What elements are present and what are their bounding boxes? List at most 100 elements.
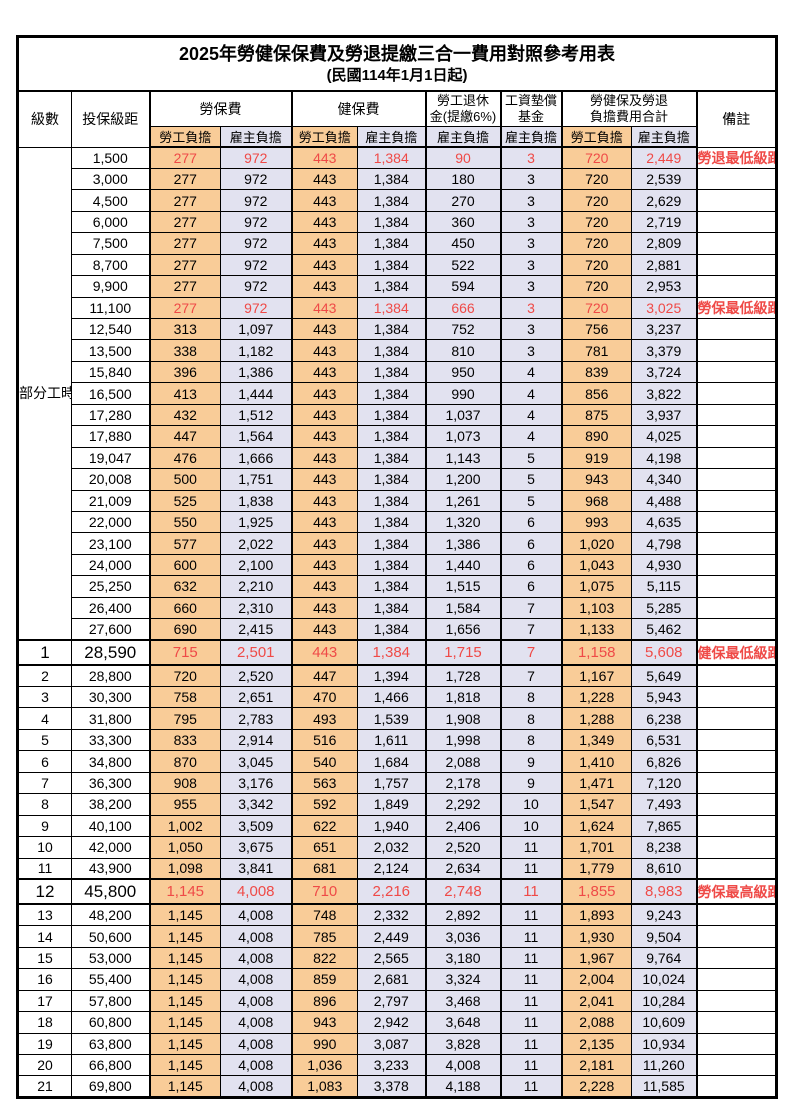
pension-employer-fee: 1,320 (424, 510, 501, 534)
total-employee-fee: 919 (560, 446, 632, 470)
health-employee-fee: 822 (290, 946, 358, 970)
table-row: 13,500 338 1,182 443 1,384 810 3 781 3,379 (18, 339, 778, 362)
pension-employer-fee: 1,261 (424, 489, 501, 512)
total-employee-fee: 1,624 (560, 814, 632, 838)
labor-employer-fee: 2,022 (220, 532, 292, 555)
page-subtitle: (民國114年1月1日起) (326, 67, 468, 84)
insured-salary-bracket: 30,300 (71, 685, 150, 709)
table-row: 9,900 277 972 443 1,384 594 3 720 2,953 (18, 275, 778, 298)
pension-employer-fee: 2,088 (424, 750, 501, 773)
health-employer-fee: 1,384 (357, 553, 426, 577)
table-row: 21,009 525 1,838 443 1,384 1,261 5 968 4,488 (18, 489, 778, 512)
wage-fund-fee: 4 (499, 360, 562, 384)
labor-employee-fee: 313 (148, 317, 221, 341)
table-row: 26,400 660 2,310 443 1,384 1,584 7 1,103 5,285 (18, 596, 778, 620)
health-employer-fee: 1,384 (357, 403, 426, 427)
total-employer-fee: 3,937 (631, 403, 697, 427)
labor-employee-fee: 1,145 (148, 968, 221, 991)
labor-employee-fee: 720 (148, 664, 221, 688)
health-employer-fee: 1,384 (357, 618, 426, 641)
col-header-health-insurance: 健保費 (290, 90, 426, 127)
pension-employer-fee: 4,188 (424, 1075, 501, 1098)
total-employee-fee: 839 (560, 360, 632, 384)
total-employer-fee: 10,024 (631, 968, 697, 991)
total-employer-fee: 3,822 (631, 382, 697, 405)
health-employer-fee: 2,216 (357, 878, 426, 905)
wage-fund-fee: 9 (499, 771, 562, 795)
labor-employer-fee: 4,008 (220, 925, 292, 948)
labor-employer-fee: 2,914 (220, 728, 292, 752)
insured-salary-bracket: 6,000 (71, 210, 150, 234)
health-employer-fee: 1,539 (357, 707, 426, 730)
wage-fund-fee: 3 (499, 232, 562, 255)
wage-fund-fee: 6 (499, 575, 562, 598)
health-employee-fee: 443 (290, 210, 358, 234)
subheader-total-employer: 雇主負擔 (631, 126, 697, 148)
table-row: 1 28,590 715 2,501 443 1,384 1,715 7 1,158 5,608 健… (17, 639, 778, 666)
wage-fund-fee: 5 (499, 489, 562, 512)
labor-employee-fee: 525 (148, 489, 221, 512)
table-row: 27,600 690 2,415 443 1,384 1,656 7 1,133 5,462 (18, 618, 778, 641)
labor-employee-fee: 1,145 (148, 1032, 221, 1056)
pension-employer-fee: 3,036 (424, 925, 501, 948)
total-employer-fee: 3,379 (631, 339, 697, 362)
pension-employer-fee: 1,073 (424, 425, 501, 448)
insured-salary-bracket: 38,200 (71, 793, 150, 816)
labor-employee-fee: 1,145 (148, 903, 221, 927)
labor-employer-fee: 3,509 (220, 814, 292, 838)
health-employer-fee: 1,394 (357, 664, 426, 688)
col-header-labor-insurance: 勞保費 (148, 90, 292, 127)
pension-employer-fee: 990 (424, 382, 501, 405)
page-title: 2025年勞健保保費及勞退提繳三合一費用對照參考用表 (179, 44, 616, 64)
remark (695, 814, 778, 838)
pension-employer-fee: 752 (424, 317, 501, 341)
pension-employer-fee: 1,656 (424, 618, 501, 641)
health-employer-fee: 3,378 (357, 1075, 426, 1098)
labor-employer-fee: 1,666 (220, 446, 292, 470)
total-employee-fee: 720 (560, 253, 632, 277)
remark (695, 317, 778, 341)
remark (695, 664, 778, 688)
labor-employee-fee: 1,145 (148, 878, 221, 905)
labor-employer-fee: 1,182 (220, 339, 292, 362)
health-employee-fee: 443 (290, 232, 358, 255)
fee-reference-sheet: 2025年勞健保保費及勞退提繳三合一費用對照參考用表 (民國114年1月1日起)… (16, 35, 779, 1099)
labor-employee-fee: 715 (148, 639, 221, 666)
wage-fund-fee: 7 (499, 664, 562, 688)
wage-fund-fee: 3 (499, 296, 562, 320)
pension-employer-fee: 810 (424, 339, 501, 362)
pension-employer-fee: 2,406 (424, 814, 501, 838)
total-employer-fee: 4,635 (631, 510, 697, 534)
total-employer-fee: 5,608 (631, 639, 697, 666)
total-employee-fee: 1,779 (560, 857, 632, 880)
health-employer-fee: 1,384 (357, 382, 426, 405)
total-employee-fee: 890 (560, 425, 632, 448)
labor-employer-fee: 972 (220, 189, 292, 212)
remark (695, 968, 778, 991)
insured-salary-bracket: 17,280 (71, 403, 150, 427)
remark (695, 618, 778, 641)
labor-employee-fee: 1,050 (148, 836, 221, 859)
total-employer-fee: 2,953 (631, 275, 697, 298)
pension-employer-fee: 666 (424, 296, 501, 320)
wage-fund-fee: 4 (499, 382, 562, 405)
subheader-labor-employee: 勞工負擔 (148, 126, 221, 148)
remark (695, 596, 778, 620)
pension-employer-fee: 1,200 (424, 468, 501, 491)
total-employee-fee: 720 (560, 210, 632, 234)
health-employer-fee: 1,384 (357, 575, 426, 598)
health-employee-fee: 443 (290, 575, 358, 598)
wage-fund-fee: 11 (499, 836, 562, 859)
pension-employer-fee: 450 (424, 232, 501, 255)
labor-employee-fee: 500 (148, 468, 221, 491)
labor-employee-fee: 277 (148, 296, 221, 320)
table-row: 6 34,800 870 3,045 540 1,684 2,088 9 1,410 6,826 (17, 750, 778, 773)
total-employee-fee: 720 (560, 296, 632, 320)
labor-employee-fee: 833 (148, 728, 221, 752)
insured-salary-bracket: 9,900 (71, 275, 150, 298)
header-sub-row: 勞工負擔 雇主負擔 勞工負擔 雇主負擔 雇主負擔 雇主負擔 勞工負擔 雇主負擔 (18, 126, 777, 148)
level-number: 1 (17, 639, 72, 666)
total-employee-fee: 875 (560, 403, 632, 427)
col-header-wage-fund: 工資墊償 基金 (499, 90, 562, 127)
health-employee-fee: 622 (290, 814, 358, 838)
